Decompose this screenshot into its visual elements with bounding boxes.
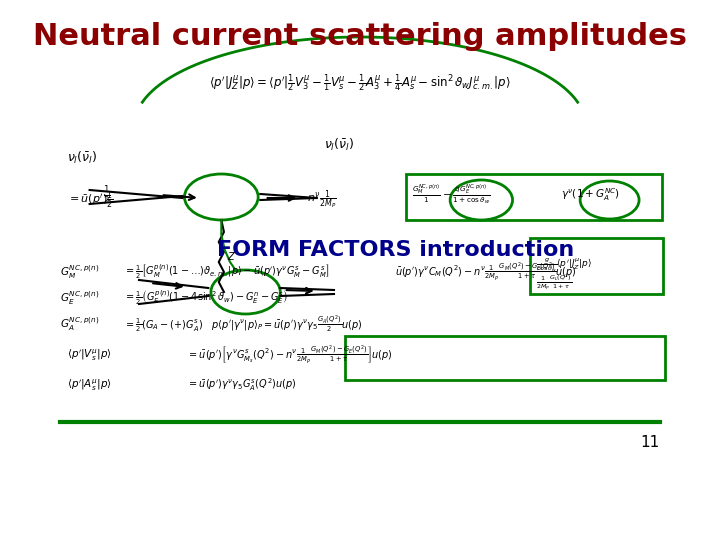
- Text: $= \frac{1}{2}\left[G_M^{p(n)}(1 - \ldots)\vartheta_{e.m.}|p\rangle - \bar{u}(p': $= \frac{1}{2}\left[G_M^{p(n)}(1 - \ldot…: [125, 262, 330, 281]
- Text: $= \bar{u}(p')\gamma^\nu\gamma_5 G_A^s(Q^2)u(p)$: $= \bar{u}(p')\gamma^\nu\gamma_5 G_A^s(Q…: [186, 376, 297, 394]
- Text: $\langle p'|A_s^\mu|p\rangle$: $\langle p'|A_s^\mu|p\rangle$: [67, 377, 112, 393]
- Text: $G_M^{NC,p(n)}$: $G_M^{NC,p(n)}$: [60, 263, 99, 281]
- Text: $= \bar{u}(p')\frac{1}{2}$: $= \bar{u}(p')\frac{1}{2}$: [67, 189, 113, 211]
- Text: $G_E^{NC,p(n)}$: $G_E^{NC,p(n)}$: [60, 289, 99, 307]
- Text: $\langle p'|J_Z^\mu|p\rangle = \langle p'|\frac{1}{2}V_3^\mu - \frac{1}{1}V_s^\m: $\langle p'|J_Z^\mu|p\rangle = \langle p…: [210, 72, 510, 93]
- Text: $\frac{g}{\cos\vartheta_w}\langle p'|J_Z^\mu|p\rangle$: $\frac{g}{\cos\vartheta_w}\langle p'|J_Z…: [536, 256, 592, 274]
- Text: $\gamma^\nu(1+G_A^{NC})$: $\gamma^\nu(1+G_A^{NC})$: [561, 187, 620, 204]
- Text: $= \frac{1}{2}\left(G_E^{p(n)}(1 - 4\sin^2\vartheta_w) - G_E^{n} - G_E^s\right)$: $= \frac{1}{2}\left(G_E^{p(n)}(1 - 4\sin…: [125, 289, 288, 307]
- Text: $\langle p'|V_s^\mu|p\rangle$: $\langle p'|V_s^\mu|p\rangle$: [67, 347, 112, 363]
- Text: $= \frac{1}{2}(G_A - (+)G_A^s)$$\quad p\langle p'|\gamma^\nu|p\rangle_P = \bar{u: $= \frac{1}{2}(G_A - (+)G_A^s)$$\quad p\…: [125, 314, 363, 334]
- Text: $\nu_l(\bar{\nu}_l)$: $\nu_l(\bar{\nu}_l)$: [67, 150, 97, 166]
- Text: $\frac{G_M^{NC,p(n)}}{1} - \frac{qG_E^{NC,p(n)}}{1+\cos\vartheta_w}$: $\frac{G_M^{NC,p(n)}}{1} - \frac{qG_E^{N…: [412, 183, 490, 207]
- Text: 11: 11: [641, 435, 660, 450]
- Text: FORM FACTORS introduction: FORM FACTORS introduction: [217, 240, 575, 260]
- Text: $\nu_l(\bar{\nu}_l)$: $\nu_l(\bar{\nu}_l)$: [323, 137, 354, 153]
- Text: $- n^\nu \frac{1}{2M_P}$: $- n^\nu \frac{1}{2M_P}$: [297, 188, 336, 211]
- Text: $\frac{1}{2M_P}\frac{G_L(Q^2)}{1+\tau}$: $\frac{1}{2M_P}\frac{G_L(Q^2)}{1+\tau}$: [536, 272, 572, 292]
- Text: $= \bar{u}(p')\left[\gamma^\nu G_{M_s}^s(Q^2) - n^\nu \frac{1}{2M_P}\frac{G_M(Q^: $= \bar{u}(p')\left[\gamma^\nu G_{M_s}^s…: [186, 344, 392, 366]
- Text: $\bar{u}(p')\gamma^\nu C_M(Q^2) - n^\nu \frac{1}{2M_P}\frac{G_M(Q^2)-G_E(Q^2)}{1: $\bar{u}(p')\gamma^\nu C_M(Q^2) - n^\nu …: [395, 261, 577, 283]
- Text: $\frac{1}{2}$: $\frac{1}{2}$: [103, 184, 111, 206]
- Text: Neutral current scattering amplitudes: Neutral current scattering amplitudes: [33, 22, 687, 51]
- Text: $Z$: $Z$: [227, 250, 235, 262]
- Text: $G_A^{NC,p(n)}$: $G_A^{NC,p(n)}$: [60, 315, 99, 333]
